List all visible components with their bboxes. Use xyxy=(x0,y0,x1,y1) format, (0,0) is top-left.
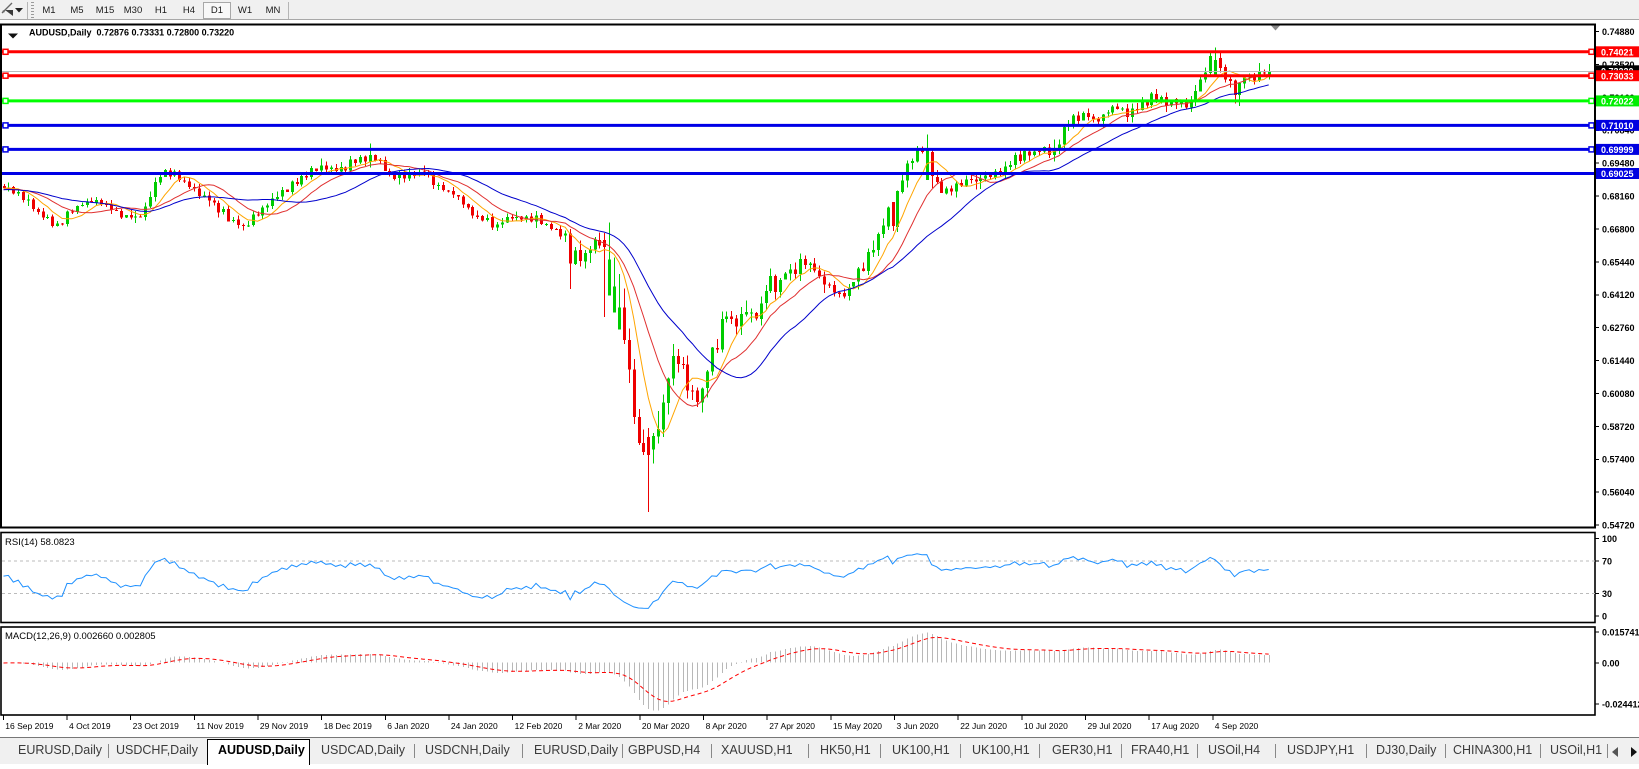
svg-text:0.74880: 0.74880 xyxy=(1602,27,1635,37)
svg-text:RSI(14) 58.0823: RSI(14) 58.0823 xyxy=(5,537,75,548)
svg-text:29 Nov 2019: 29 Nov 2019 xyxy=(260,721,308,731)
svg-text:23 Oct 2019: 23 Oct 2019 xyxy=(133,721,180,731)
svg-text:0.60080: 0.60080 xyxy=(1602,389,1635,399)
svg-text:AUDUSD,Daily 0.72876 0.73331: AUDUSD,Daily 0.72876 0.73331 0.72800 0.7… xyxy=(29,28,234,38)
svg-text:15 May 2020: 15 May 2020 xyxy=(833,721,882,731)
svg-text:29 Jul 2020: 29 Jul 2020 xyxy=(1088,721,1132,731)
svg-text:0.68160: 0.68160 xyxy=(1602,192,1635,202)
svg-text:0.71010: 0.71010 xyxy=(1601,121,1634,131)
svg-text:8 Apr 2020: 8 Apr 2020 xyxy=(706,721,747,731)
svg-text:0.66800: 0.66800 xyxy=(1602,224,1635,234)
svg-text:0.57400: 0.57400 xyxy=(1602,455,1635,465)
svg-text:0.58720: 0.58720 xyxy=(1602,422,1635,432)
svg-text:0.62760: 0.62760 xyxy=(1602,323,1635,333)
svg-text:0.73033: 0.73033 xyxy=(1601,71,1634,81)
svg-text:20 Mar 2020: 20 Mar 2020 xyxy=(642,721,690,731)
svg-text:0.54720: 0.54720 xyxy=(1602,521,1635,531)
svg-text:0.015741: 0.015741 xyxy=(1602,627,1639,637)
svg-text:12 Feb 2020: 12 Feb 2020 xyxy=(515,721,563,731)
svg-text:2 Mar 2020: 2 Mar 2020 xyxy=(578,721,621,731)
svg-text:27 Apr 2020: 27 Apr 2020 xyxy=(769,721,815,731)
svg-text:70: 70 xyxy=(1602,556,1612,566)
svg-text:0: 0 xyxy=(1602,611,1607,621)
svg-text:0.72022: 0.72022 xyxy=(1601,97,1634,107)
svg-text:4 Sep 2020: 4 Sep 2020 xyxy=(1215,721,1259,731)
svg-text:30: 30 xyxy=(1602,589,1612,599)
svg-text:0.00: 0.00 xyxy=(1602,658,1620,668)
svg-text:0.61440: 0.61440 xyxy=(1602,356,1635,366)
svg-text:MACD(12,26,9) 0.002660 0.00280: MACD(12,26,9) 0.002660 0.002805 xyxy=(5,631,156,642)
svg-text:11 Nov 2019: 11 Nov 2019 xyxy=(196,721,244,731)
svg-text:0.69480: 0.69480 xyxy=(1602,159,1635,169)
svg-text:17 Aug 2020: 17 Aug 2020 xyxy=(1151,721,1199,731)
svg-text:3 Jun 2020: 3 Jun 2020 xyxy=(897,721,939,731)
svg-text:100: 100 xyxy=(1602,534,1617,544)
svg-text:22 Jun 2020: 22 Jun 2020 xyxy=(960,721,1007,731)
svg-text:0.69999: 0.69999 xyxy=(1601,145,1634,155)
svg-text:24 Jan 2020: 24 Jan 2020 xyxy=(451,721,498,731)
svg-text:16 Sep 2019: 16 Sep 2019 xyxy=(5,721,53,731)
svg-text:0.65440: 0.65440 xyxy=(1602,257,1635,267)
svg-text:10 Jul 2020: 10 Jul 2020 xyxy=(1024,721,1068,731)
svg-text:-0.024412: -0.024412 xyxy=(1602,699,1639,709)
svg-text:0.56040: 0.56040 xyxy=(1602,488,1635,498)
svg-text:0.64120: 0.64120 xyxy=(1602,290,1635,300)
svg-text:18 Dec 2019: 18 Dec 2019 xyxy=(324,721,372,731)
svg-text:0.69025: 0.69025 xyxy=(1601,169,1634,179)
svg-text:6 Jan 2020: 6 Jan 2020 xyxy=(387,721,429,731)
svg-text:4 Oct 2019: 4 Oct 2019 xyxy=(69,721,111,731)
svg-text:0.73520: 0.73520 xyxy=(1602,60,1635,70)
svg-text:0.74021: 0.74021 xyxy=(1601,47,1634,57)
